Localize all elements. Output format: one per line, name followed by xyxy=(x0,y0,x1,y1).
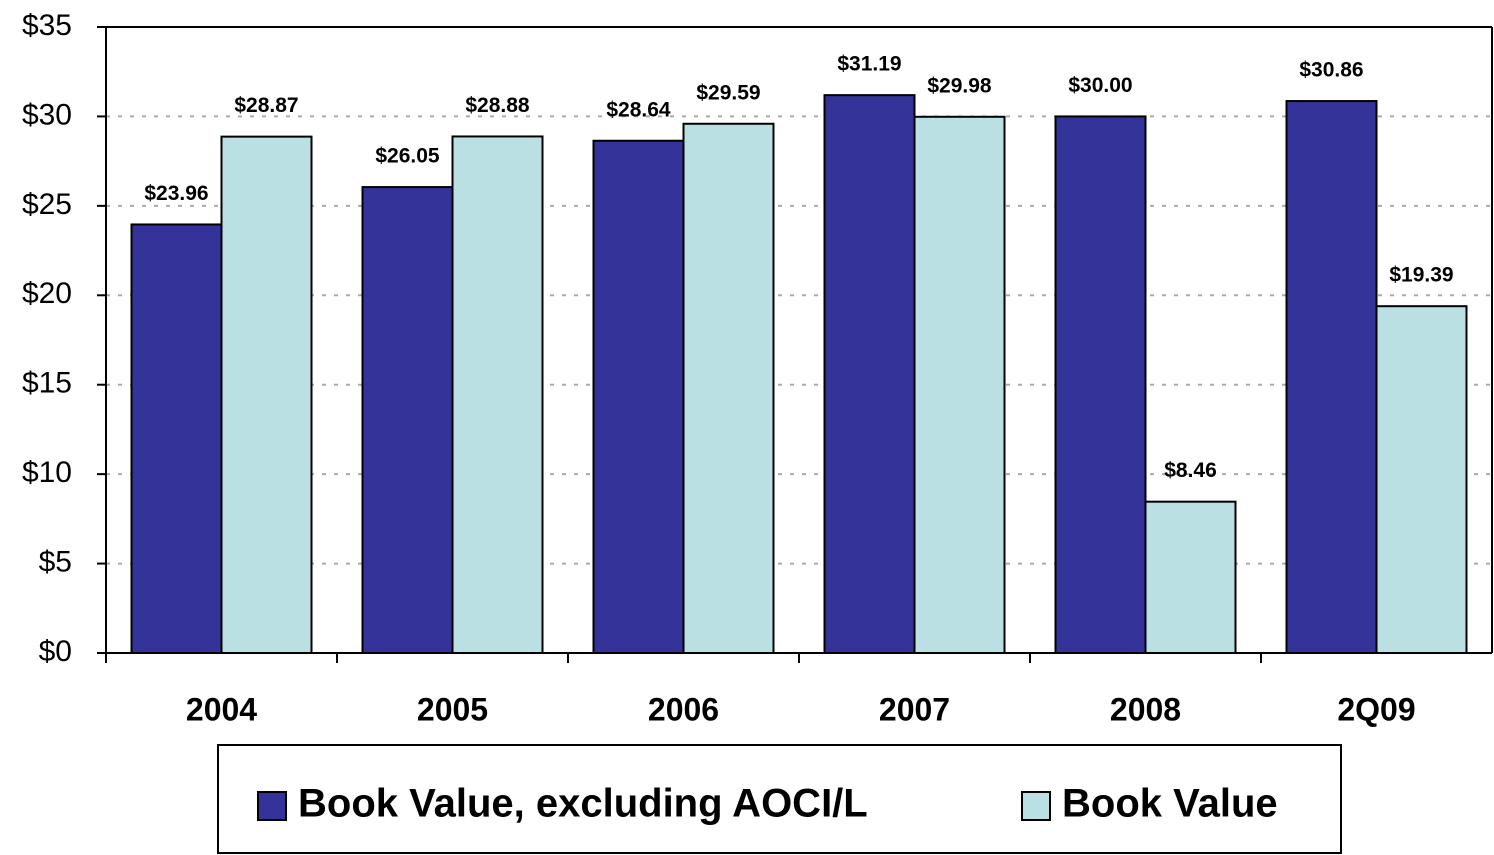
y-tick-label: $15 xyxy=(22,367,72,400)
bar xyxy=(220,135,313,655)
y-tick-label: $25 xyxy=(22,188,72,221)
value-label: $31.19 xyxy=(837,53,901,76)
x-tick-label: 2004 xyxy=(186,691,257,727)
value-label: $29.98 xyxy=(927,74,992,97)
legend-label: Book Value, excluding AOCI/L xyxy=(298,782,868,826)
y-tick-label: $30 xyxy=(22,98,72,131)
bar xyxy=(913,115,1006,654)
value-label: $19.39 xyxy=(1389,264,1453,287)
legend-swatch xyxy=(1021,791,1051,821)
bar xyxy=(1054,115,1147,654)
legend-swatch xyxy=(257,791,287,821)
bar xyxy=(451,135,544,654)
x-tick-label: 2007 xyxy=(879,691,950,727)
y-tick-label: $5 xyxy=(39,545,72,578)
grid xyxy=(106,115,1492,565)
value-label: $28.88 xyxy=(465,94,530,117)
x-tick-label: 2008 xyxy=(1110,691,1181,727)
value-label: $28.64 xyxy=(606,98,671,121)
x-tick-label: 2005 xyxy=(417,691,488,727)
value-label: $23.96 xyxy=(144,182,208,205)
bar xyxy=(592,139,685,655)
bar xyxy=(1285,100,1378,654)
bar xyxy=(130,223,223,654)
axes: $0 $5 $10 $15 $20 $25 $30 $35 2004 2005 2006 2007 20… xyxy=(22,9,1493,727)
y-tick-label: $20 xyxy=(22,277,72,310)
y-tick-label: $35 xyxy=(22,9,72,42)
value-label: $26.05 xyxy=(375,145,440,168)
value-label: $29.59 xyxy=(696,81,760,104)
value-label: $28.87 xyxy=(234,94,298,117)
legend-label: Book Value xyxy=(1062,782,1278,826)
bar xyxy=(682,122,775,654)
x-tick-label: 2006 xyxy=(648,691,719,727)
y-tick-label: $10 xyxy=(22,456,72,489)
legend-box xyxy=(217,744,1342,854)
legend: Book Value, excluding AOCI/L Book Value xyxy=(257,782,1278,826)
bar xyxy=(1144,500,1237,654)
value-label: $30.86 xyxy=(1299,59,1363,82)
x-tick-label: 2Q09 xyxy=(1337,691,1415,727)
bar xyxy=(361,186,454,654)
value-label: $8.46 xyxy=(1164,459,1217,482)
bar xyxy=(1375,305,1468,654)
value-label: $30.00 xyxy=(1068,74,1132,97)
y-tick-label: $0 xyxy=(39,635,72,668)
bars: $23.96 $28.87 $26.05 $28.88 $28.64 $29.59 $31.… xyxy=(130,53,1468,655)
bar xyxy=(823,94,916,654)
